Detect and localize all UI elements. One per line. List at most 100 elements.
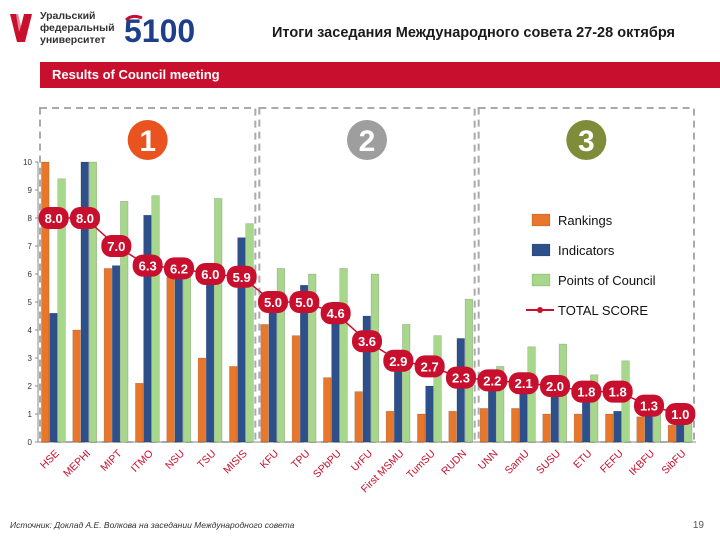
score-labels: 8.0 8.0 7.0 6.3 6.2 6.0 5.9 5.0 5.0 4.6 3.6 2.9 2.7 2…: [38, 207, 696, 425]
score-label-text: 8.0: [45, 211, 63, 226]
score-label-text: 7.0: [107, 239, 125, 254]
indicators-bar: [174, 270, 183, 443]
y-tick-label: 6: [28, 270, 33, 279]
score-label-text: 5.0: [264, 295, 282, 310]
x-tick-label: TSU: [195, 448, 218, 471]
rankings-bar: [511, 408, 520, 443]
x-tick-label: FEFU: [598, 448, 626, 476]
council-bar: [370, 273, 379, 443]
score-label: 8.0: [70, 207, 100, 229]
score-label-bubble: [634, 394, 664, 417]
score-label-bubble: [132, 254, 163, 277]
rankings-bar: [448, 410, 457, 443]
score-label-bubble: [289, 291, 320, 313]
score-label: 1.3: [634, 394, 664, 417]
rankings-bar: [417, 413, 426, 443]
x-tick-label: UrFU: [349, 448, 375, 474]
council-bar: [433, 335, 442, 443]
score-label-text: 6.0: [201, 267, 219, 282]
y-tick-label: 0: [28, 438, 33, 447]
rankings-bar: [197, 357, 207, 443]
rankings-bar: [229, 366, 238, 443]
org-line-1: Уральский: [40, 10, 96, 22]
indicators-bar: [268, 301, 277, 443]
legend: Rankings Indicators Points of Council TOTAL…: [526, 213, 656, 318]
page-number: 19: [692, 520, 704, 531]
score-label-bubble: [508, 372, 539, 395]
score-label-bubble: [320, 302, 351, 325]
rankings-bar: [605, 413, 614, 443]
source-note: Источник: Доклад А.Е. Волкова на заседан…: [10, 520, 295, 530]
council-bar: [120, 200, 129, 443]
rankings-bar: [479, 408, 489, 443]
legend-label: Rankings: [558, 213, 613, 228]
score-label-text: 5.0: [295, 295, 313, 310]
score-label-bubble: [540, 375, 570, 397]
indicators-bar: [80, 161, 89, 443]
group-dividers: 1 2 3: [39, 107, 695, 443]
score-label: 2.1: [508, 372, 539, 395]
score-label-bubble: [258, 291, 288, 313]
score-label-bubble: [602, 380, 633, 403]
rankings-bar: [636, 416, 645, 443]
score-label-text: 2.9: [389, 354, 407, 369]
score-label-bubble: [70, 207, 100, 229]
council-bar: [245, 223, 254, 443]
x-tick-label: SibFU: [659, 448, 688, 477]
indicators-bar: [300, 284, 309, 443]
council-bar: [527, 346, 536, 443]
urfu-logo: Уральский федеральный университет: [8, 8, 128, 54]
indicators-bar: [613, 410, 622, 443]
x-tick-label: TumSU: [404, 448, 437, 481]
x-tick-label: NSU: [163, 448, 187, 472]
y-tick-label: 1: [28, 410, 33, 419]
bars: [41, 161, 693, 443]
x-tick-label: SPbPU: [311, 448, 344, 481]
score-label-bubble: [164, 257, 194, 280]
program-5100-logo: 5100: [124, 13, 195, 48]
score-label-text: 2.0: [546, 379, 564, 394]
banner-text: Results of Council meeting: [52, 67, 220, 82]
score-label-text: 8.0: [76, 211, 94, 226]
score-label-text: 2.3: [452, 371, 470, 386]
score-label-bubble: [383, 349, 414, 372]
score-label-bubble: [446, 366, 476, 389]
score-label: 2.7: [414, 355, 445, 378]
score-label: 7.0: [101, 235, 132, 257]
urfu-logo-text: Уральский федеральный университет: [40, 10, 115, 46]
council-bar: [402, 324, 411, 443]
group-badge-label-1: 1: [139, 125, 156, 158]
indicators-bar: [237, 237, 246, 443]
x-tick-label: ITMO: [129, 448, 156, 475]
x-tick-label: UNN: [476, 448, 501, 473]
x-tick-label: TPU: [289, 448, 312, 471]
rankings-bar: [354, 391, 363, 443]
score-label: 6.0: [195, 263, 226, 285]
group-badge-2: [347, 120, 387, 160]
score-label-text: 1.0: [671, 407, 689, 422]
legend-swatch: [531, 213, 551, 227]
indicators-bar: [644, 413, 653, 443]
score-label: 8.0: [38, 207, 69, 229]
score-label-bubble: [226, 265, 257, 288]
y-tick-label: 5: [28, 298, 33, 307]
score-label: 5.9: [226, 265, 257, 288]
score-label: 2.0: [540, 375, 570, 397]
score-label: 1.8: [571, 380, 602, 403]
org-line-2: федеральный: [40, 22, 115, 34]
x-tick-label: MISIS: [221, 448, 250, 477]
rankings-bar: [260, 324, 269, 443]
rankings-bar: [385, 410, 395, 443]
indicators-bar: [425, 385, 434, 443]
group-badge-1: [127, 120, 168, 160]
x-tick-label: ETU: [571, 448, 594, 471]
council-bar: [57, 178, 66, 443]
x-tick-label: SUSU: [534, 448, 563, 477]
score-label-text: 2.2: [483, 373, 501, 388]
council-bar: [339, 268, 348, 443]
score-label-text: 6.3: [139, 259, 157, 274]
score-label-text: 4.6: [327, 306, 345, 321]
rankings-bar: [72, 329, 81, 443]
score-label-text: 1.8: [577, 385, 595, 400]
score-label: 5.0: [289, 291, 320, 313]
